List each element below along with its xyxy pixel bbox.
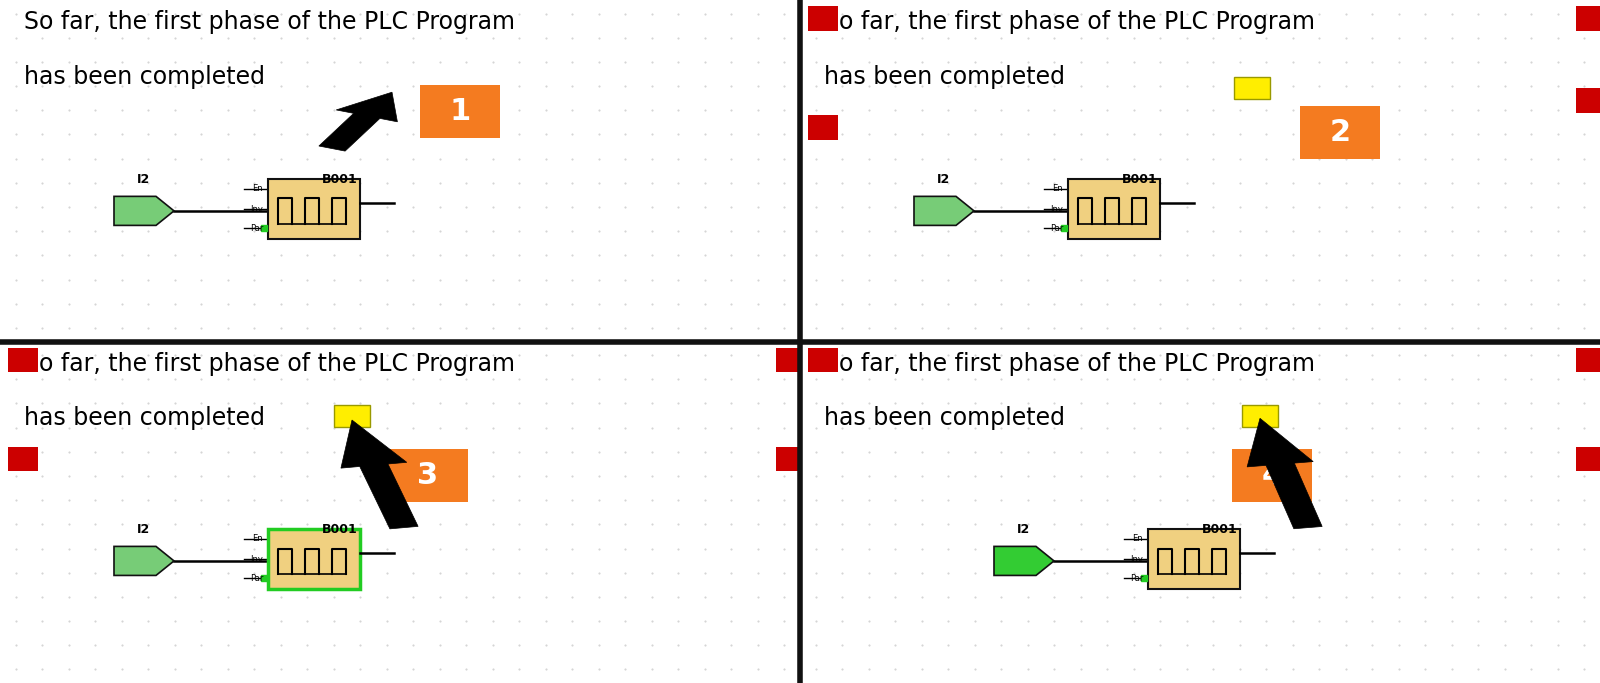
Text: Inv: Inv <box>1130 555 1142 563</box>
Bar <box>8 348 38 372</box>
Polygon shape <box>994 546 1054 575</box>
Bar <box>1299 106 1379 159</box>
Bar <box>776 348 806 372</box>
Bar <box>1576 6 1600 31</box>
Text: Par: Par <box>1130 574 1142 583</box>
Bar <box>269 180 360 239</box>
Bar <box>1235 77 1270 99</box>
Text: B001: B001 <box>322 523 358 536</box>
Bar <box>269 529 360 589</box>
Text: En: En <box>1053 184 1064 193</box>
Text: En: En <box>253 534 262 544</box>
Text: I2: I2 <box>138 523 150 536</box>
Text: B001: B001 <box>1122 173 1158 186</box>
Text: Par: Par <box>1050 224 1064 233</box>
Text: Inv: Inv <box>250 205 262 214</box>
Bar <box>419 85 499 138</box>
Text: 3: 3 <box>418 461 438 490</box>
Text: Par: Par <box>250 224 262 233</box>
Text: So far, the first phase of the PLC Program: So far, the first phase of the PLC Progr… <box>824 10 1315 34</box>
Text: En: En <box>1133 534 1142 544</box>
Text: has been completed: has been completed <box>24 65 266 89</box>
Text: has been completed: has been completed <box>24 406 266 430</box>
Text: So far, the first phase of the PLC Program: So far, the first phase of the PLC Progr… <box>824 352 1315 376</box>
Text: B001: B001 <box>322 173 358 186</box>
Polygon shape <box>341 420 418 529</box>
Polygon shape <box>914 197 974 225</box>
Text: I2: I2 <box>1018 523 1030 536</box>
Text: Inv: Inv <box>1050 205 1064 214</box>
Text: 4: 4 <box>1261 461 1283 490</box>
Bar <box>808 348 838 372</box>
Bar <box>808 115 838 140</box>
Text: So far, the first phase of the PLC Program: So far, the first phase of the PLC Progr… <box>24 352 515 376</box>
Polygon shape <box>114 197 174 225</box>
Bar <box>1149 529 1240 589</box>
Bar <box>1576 447 1600 471</box>
Text: has been completed: has been completed <box>824 65 1066 89</box>
Polygon shape <box>1246 418 1322 529</box>
Polygon shape <box>318 92 397 151</box>
Bar <box>776 447 806 471</box>
Bar <box>1576 348 1600 372</box>
Text: 1: 1 <box>450 98 470 126</box>
Bar <box>8 447 38 471</box>
Text: En: En <box>253 184 262 193</box>
Text: 2: 2 <box>1330 118 1350 147</box>
Bar <box>334 404 370 427</box>
Text: has been completed: has been completed <box>824 406 1066 430</box>
Text: B001: B001 <box>1202 523 1238 536</box>
Bar <box>1576 88 1600 113</box>
Bar <box>1069 180 1160 239</box>
Bar <box>808 6 838 31</box>
Text: So far, the first phase of the PLC Program: So far, the first phase of the PLC Progr… <box>24 10 515 34</box>
Bar <box>1232 449 1312 502</box>
Text: I2: I2 <box>138 173 150 186</box>
Text: Par: Par <box>250 574 262 583</box>
Bar <box>387 449 467 502</box>
Polygon shape <box>114 546 174 575</box>
Text: I2: I2 <box>938 173 950 186</box>
Text: Inv: Inv <box>250 555 262 563</box>
Bar <box>1243 404 1278 427</box>
